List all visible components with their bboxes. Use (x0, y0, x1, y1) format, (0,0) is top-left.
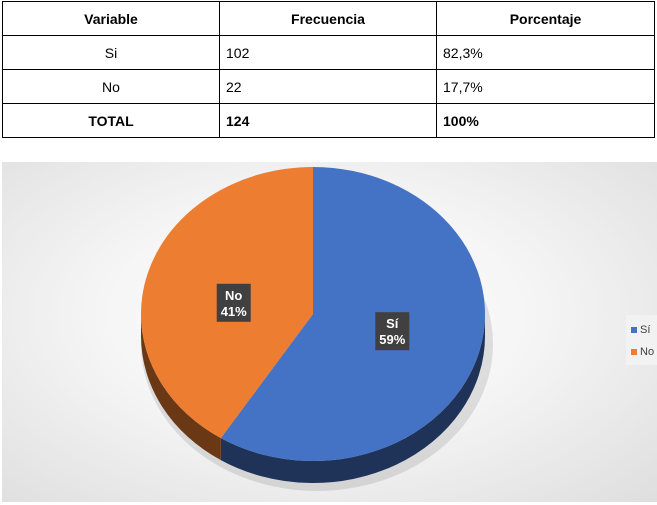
chart-legend: Sí No (626, 315, 657, 365)
cell-total-frecuencia: 124 (219, 103, 437, 138)
data-label-value-no: 41% (221, 304, 247, 319)
header-porcentaje: Porcentaje (436, 1, 655, 36)
header-variable: Variable (2, 1, 220, 36)
table-header-row: Variable Frecuencia Porcentaje (2, 1, 655, 36)
cell-porcentaje: 82,3% (436, 35, 655, 70)
legend-swatch-no (631, 349, 637, 356)
cell-variable: Si (2, 35, 220, 70)
cell-frecuencia: 22 (219, 69, 437, 104)
legend-item-si: Sí (631, 324, 650, 336)
legend-swatch-si (631, 327, 637, 334)
data-label-box-si (375, 312, 410, 351)
data-label-name-si: Sí (386, 316, 399, 331)
cell-total-label: TOTAL (2, 103, 220, 138)
data-label-name-no: No (225, 288, 242, 303)
header-frecuencia: Frecuencia (219, 1, 437, 36)
legend-item-no: No (631, 346, 654, 358)
pie-chart: Sí 59% No 41% Sí No (2, 162, 657, 502)
table-total-row: TOTAL 124 100% (2, 103, 655, 138)
table-row: No 22 17,7% (2, 69, 655, 104)
cell-porcentaje: 17,7% (436, 69, 655, 104)
cell-total-porcentaje: 100% (436, 103, 655, 138)
data-label-box-no (216, 283, 251, 322)
legend-label-si: Sí (640, 324, 651, 336)
cell-variable: No (2, 69, 220, 104)
pie-slice-si (220, 167, 486, 461)
cell-frecuencia: 102 (219, 35, 437, 70)
table-row: Si 102 82,3% (2, 35, 655, 70)
data-label-value-si: 59% (379, 332, 405, 347)
pie-side-no (141, 314, 221, 461)
pie-side-si (220, 314, 486, 483)
legend-label-no: No (640, 346, 655, 358)
frequency-table: Variable Frecuencia Porcentaje Si 102 82… (2, 1, 655, 138)
